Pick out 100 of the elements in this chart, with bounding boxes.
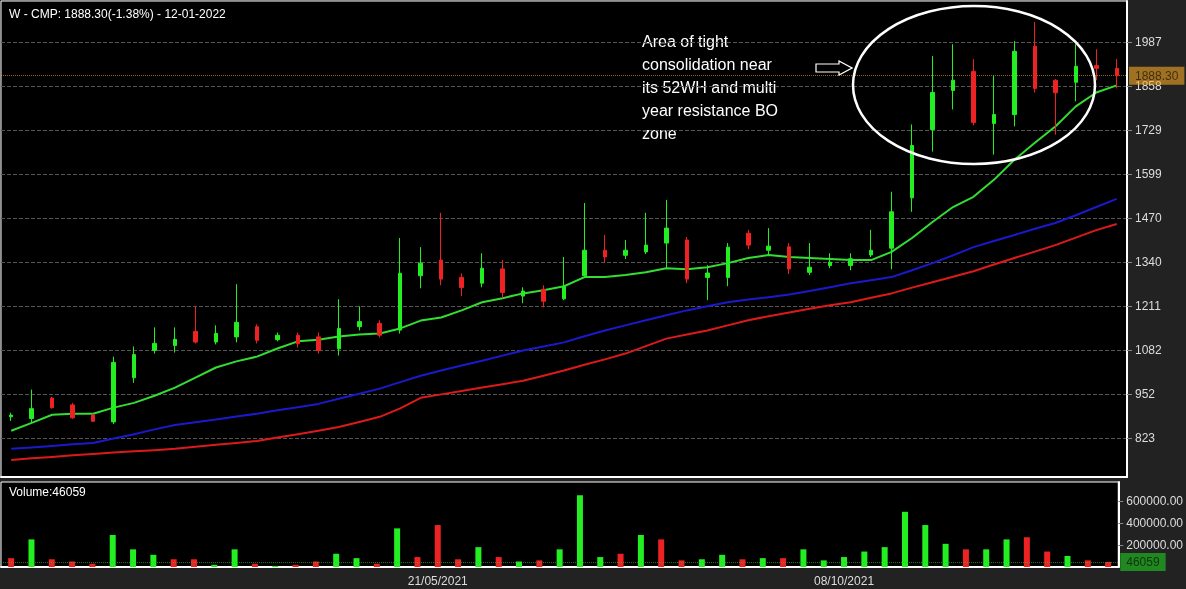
- bar: [394, 528, 401, 567]
- candlestick: [766, 227, 771, 256]
- candlestick: [1012, 40, 1017, 127]
- candlestick: [214, 324, 218, 345]
- bar: [89, 563, 96, 567]
- bar: [637, 534, 644, 567]
- y-tick-label: 600000.00: [1126, 493, 1184, 508]
- candlestick: [459, 272, 464, 297]
- bar: [536, 560, 543, 567]
- candlestick: [91, 413, 95, 423]
- candlestick: [848, 252, 853, 271]
- candlestick: [70, 402, 75, 420]
- bar: [292, 564, 299, 567]
- bar: [495, 557, 502, 567]
- candlestick: [705, 264, 710, 301]
- bar: [1064, 555, 1071, 567]
- candlestick: [623, 239, 628, 260]
- bar: [109, 534, 116, 567]
- candlestick: [357, 305, 362, 331]
- bar: [1044, 551, 1051, 567]
- bar: [922, 525, 929, 567]
- candlestick: [111, 356, 116, 425]
- bar: [841, 557, 848, 567]
- y-tick-label: 1470: [1135, 210, 1163, 225]
- bar: [881, 547, 888, 567]
- candlestick: [29, 389, 34, 424]
- bar: [962, 549, 969, 567]
- y-tick-label: 200000.00: [1126, 537, 1184, 552]
- candlestick: [316, 332, 321, 355]
- bar: [1105, 561, 1112, 567]
- candlestick: [869, 229, 873, 258]
- y-tick-label: 1082: [1135, 342, 1163, 357]
- candlestick: [1033, 21, 1037, 93]
- candlestick: [480, 252, 484, 288]
- bar: [780, 558, 787, 567]
- candlestick: [930, 55, 935, 153]
- y-tick-label: 1729: [1135, 122, 1163, 137]
- bar: [130, 549, 137, 567]
- bar: [576, 495, 583, 567]
- bar: [556, 549, 563, 567]
- candlestick: [828, 252, 832, 269]
- candlestick: [1053, 78, 1058, 136]
- x-tick-label: 08/10/2021: [814, 574, 875, 588]
- bar: [983, 549, 990, 567]
- y-tick-label: 1340: [1135, 255, 1163, 270]
- candlestick: [1094, 48, 1099, 81]
- bar: [678, 560, 685, 567]
- bar: [231, 549, 238, 567]
- bar: [251, 563, 258, 567]
- candlestick: [500, 259, 505, 299]
- candlestick: [664, 199, 669, 269]
- chart-title: Volume:46059: [9, 485, 87, 499]
- bar: [211, 564, 218, 567]
- bar: [1084, 560, 1091, 567]
- candlestick: [377, 319, 382, 339]
- bar: [1003, 539, 1010, 567]
- bar: [1023, 537, 1030, 567]
- bar: [373, 563, 380, 567]
- bar: [8, 558, 15, 567]
- bar: [475, 547, 482, 567]
- candlestick: [685, 236, 689, 284]
- candlestick: [337, 298, 341, 357]
- candlestick: [1115, 58, 1119, 89]
- y-tick-label: 1599: [1135, 167, 1163, 182]
- bar: [739, 559, 746, 567]
- candlestick: [173, 326, 177, 354]
- bar: [150, 554, 157, 567]
- bar: [719, 554, 726, 567]
- candlestick: [951, 43, 955, 110]
- candlestick: [255, 323, 259, 344]
- candlestick: [726, 242, 730, 287]
- bar: [48, 559, 55, 567]
- bar: [800, 549, 807, 567]
- bar: [414, 557, 421, 567]
- bar: [617, 553, 624, 567]
- candlestick: [992, 74, 996, 156]
- bar: [597, 557, 604, 567]
- candlestick: [132, 345, 136, 384]
- bar: [353, 558, 360, 567]
- y-tick-label: 952: [1135, 387, 1156, 402]
- candlestick: [521, 286, 525, 304]
- bar: [516, 561, 523, 567]
- candlestick: [746, 229, 751, 250]
- bar: [942, 543, 949, 567]
- text: W - CMP: 1888.30(-1.38%) - 12-01-2022: [9, 7, 227, 21]
- candlestick: [603, 234, 607, 264]
- candlestick: [807, 242, 812, 276]
- candlestick: [910, 123, 914, 213]
- candlestick: [541, 284, 546, 308]
- bar: [698, 559, 705, 567]
- candlestick: [398, 237, 402, 335]
- bar: [434, 525, 441, 567]
- bar: [901, 511, 908, 567]
- bar: [861, 551, 868, 567]
- candlestick: [787, 242, 791, 275]
- bar: [333, 553, 340, 567]
- y-tick-label: 400000.00: [1126, 515, 1184, 530]
- candlestick: [296, 332, 300, 348]
- bar: [658, 539, 665, 567]
- candlestick: [562, 256, 566, 301]
